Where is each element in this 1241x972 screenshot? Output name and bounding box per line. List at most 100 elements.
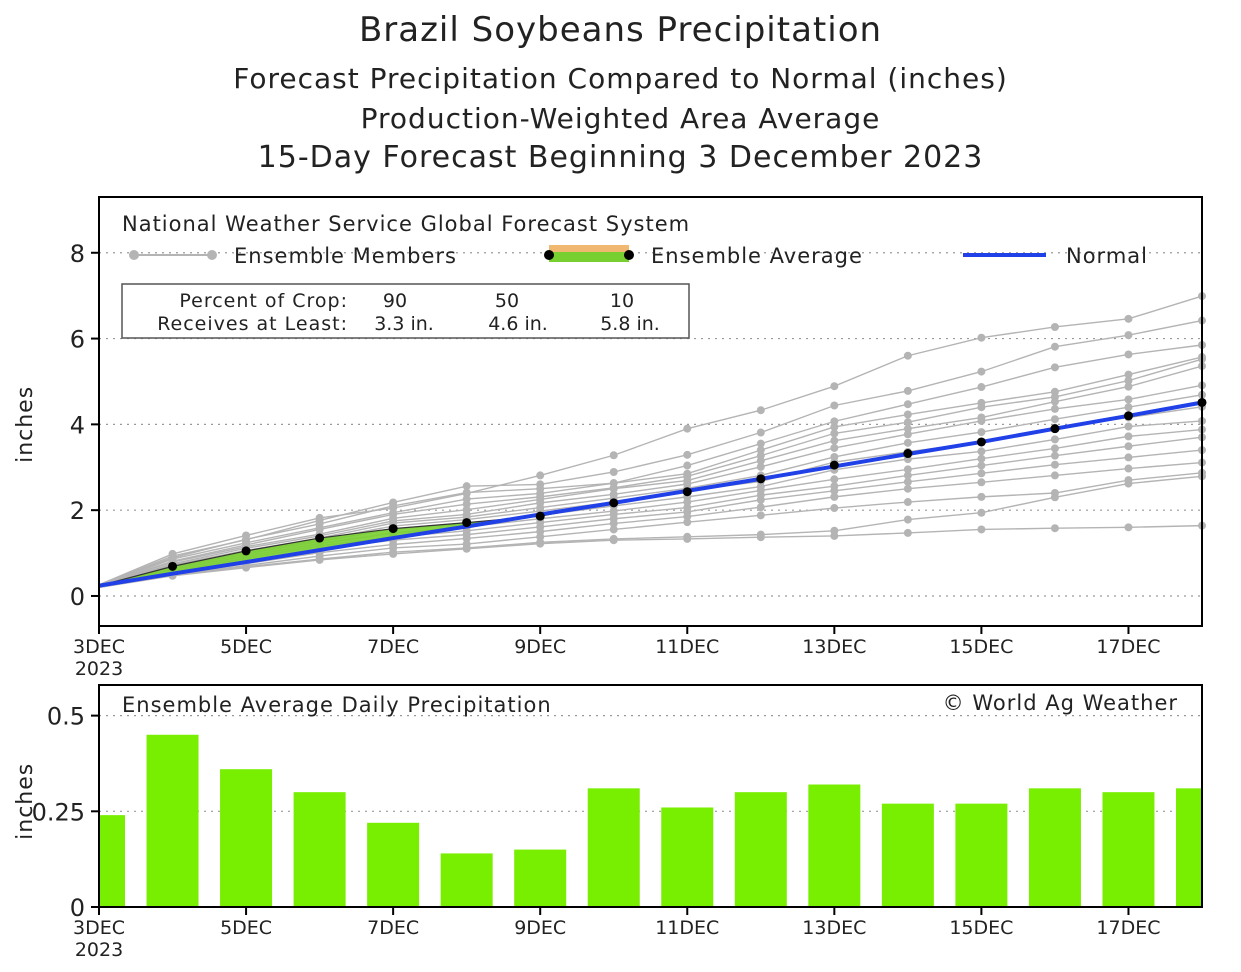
ensemble-member-point [1124,382,1133,391]
ensemble-member-point [977,492,986,501]
ensemble-average-point [903,449,913,459]
ensemble-member-point [683,534,692,543]
ensemble-member-line [98,475,1203,589]
ensemble-average-point [976,437,986,447]
ensemble-member-point [683,461,692,470]
credit-label: © World Ag Weather [943,691,1178,715]
crop-row1-value-3: 10 [610,290,634,312]
ensemble-member-line [98,524,1203,589]
x-tick-label: 17DEC [1096,917,1160,939]
ensemble-member-point [1124,395,1133,404]
ensemble-average-point [756,474,766,484]
ensemble-member-point [830,531,839,540]
ensemble-average-point [609,498,619,508]
ensemble-member-point [1124,453,1133,462]
ensemble-member-point [756,439,765,448]
source-label: National Weather Service Global Forecast… [122,212,690,236]
ensemble-member-point [242,563,251,572]
ensemble-member-point [903,400,912,409]
legend-average-band [549,245,629,252]
ensemble-member-point [1050,460,1059,469]
ensemble-member-point [756,533,765,542]
daily-bar [808,784,861,907]
ensemble-member-point [1050,493,1059,502]
ensemble-member-point [903,465,912,474]
ensemble-average-point [829,460,839,470]
ensemble-member-point [903,410,912,419]
y-tick-label: 0 [70,894,85,922]
ensemble-member-line [98,319,1203,586]
x-tick-label: 9DEC [514,636,566,658]
ensemble-member-point [389,501,398,510]
ensemble-member-point [977,447,986,456]
ensemble-member-line [98,295,1203,586]
ensemble-member-point [830,429,839,438]
ensemble-member-point [903,498,912,507]
ensemble-member-point [903,386,912,395]
ensemble-member-point [830,436,839,445]
ensemble-member-point [1050,471,1059,480]
ensemble-member-point [977,508,986,517]
daily-bar [440,853,493,907]
ensemble-member-point [830,486,839,495]
ensemble-member-point [1050,435,1059,444]
daily-bars [99,734,1202,907]
daily-bar [1028,788,1081,907]
normal-line [98,400,1203,588]
ensemble-member-line [98,461,1203,588]
ensemble-member-point [903,430,912,439]
ensemble-member-point [536,532,545,541]
ensemble-member-point [462,500,471,509]
ensemble-average-point [1123,411,1133,421]
ensemble-member-point [1124,314,1133,323]
daily-bar [99,815,125,907]
ensemble-member-point [756,428,765,437]
ensemble-average-point [388,524,398,534]
ensemble-member-point [830,492,839,501]
legend-average-fill [549,252,629,262]
ensemble-average-point [168,561,178,571]
ensemble-member-point [683,498,692,507]
ensemble-member-point [903,515,912,524]
daily-bar [367,822,420,907]
legend-members-dot-left [129,250,139,260]
y-tick-label: 0.25 [32,798,85,826]
daily-bar [514,849,567,907]
x-tick-label: 5DEC [220,636,272,658]
ensemble-member-point [977,333,986,342]
daily-bar [146,734,199,907]
legend-average-dot-left [544,250,554,260]
ensemble-member-point [683,450,692,459]
ensemble-member-line [98,436,1203,588]
y-axis-label: inches [13,386,38,463]
y-tick-label: 2 [70,497,85,525]
ensemble-member-point [830,401,839,410]
ensemble-member-point [903,418,912,427]
x-tick-label: 5DEC [220,917,272,939]
ensemble-member-point [977,383,986,392]
ensemble-member-point [830,382,839,391]
bar-y-axis-label: inches [13,763,38,840]
ensemble-member-point [977,454,986,463]
ensemble-member-point [609,536,618,545]
chart-title: Brazil Soybeans Precipitation [358,10,883,50]
x-tick-label: 7DEC [367,917,419,939]
ensemble-member-line [98,358,1203,587]
ensemble-member-point [1050,524,1059,533]
ensemble-member-point [977,478,986,487]
x-tick-label: 17DEC [1096,636,1160,658]
top-plot-frame [98,196,1203,627]
ensemble-member-point [462,534,471,543]
ensemble-member-point [1124,479,1133,488]
ensemble-member-point [683,512,692,521]
ensemble-member-point [903,477,912,486]
legend-members-label: Ensemble Members [234,244,457,268]
ensemble-member-line [98,449,1203,588]
ensemble-member-point [756,503,765,512]
ensemble-member-point [756,456,765,465]
ensemble-member-point [683,424,692,433]
ensemble-member-point [609,451,618,460]
ensemble-member-point [977,367,986,376]
ensemble-member-point [756,462,765,471]
crop-row1-value-1: 90 [383,290,407,312]
